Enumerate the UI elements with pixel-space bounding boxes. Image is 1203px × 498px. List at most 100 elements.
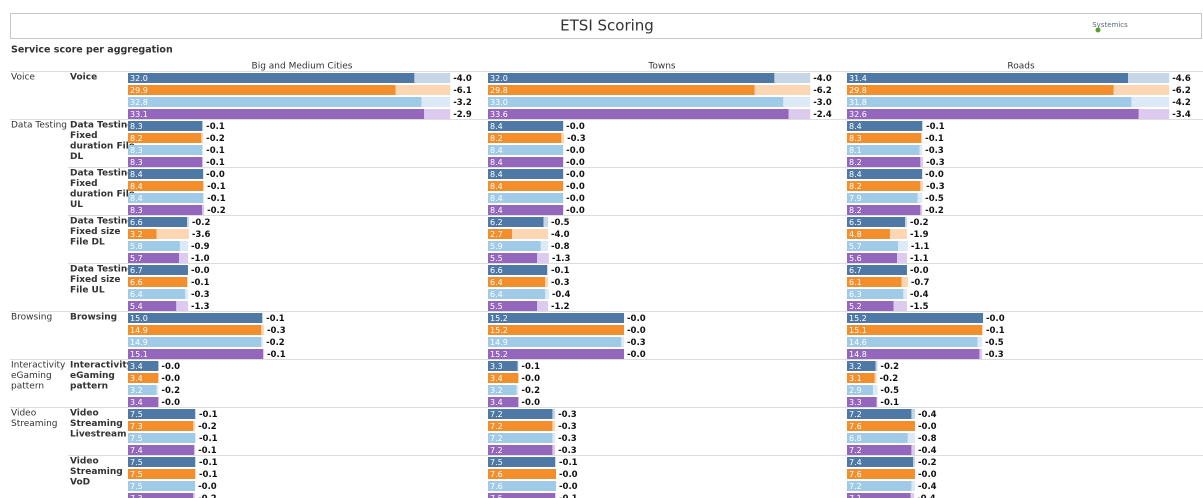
group-label: Data Testing [11, 121, 67, 131]
score-label: 8.4 [490, 158, 503, 167]
score-label: 3.3 [490, 362, 503, 371]
score-label: 6.4 [490, 278, 503, 287]
score-label: 15.0 [130, 314, 148, 323]
delta-bar [540, 241, 548, 251]
score-label: 7.5 [130, 410, 143, 419]
score-label: 4.8 [849, 230, 862, 239]
delta-bar [195, 457, 197, 467]
delta-label: -1.3 [552, 254, 571, 264]
row-label: Interactivity [70, 361, 133, 371]
delta-label: -0.1 [880, 398, 899, 408]
score-label: 3.2 [130, 386, 143, 395]
delta-label: -0.1 [198, 446, 217, 456]
score-label: 7.6 [849, 470, 862, 479]
score-label: 32.8 [130, 98, 148, 107]
score-label: 8.4 [130, 170, 143, 179]
column-header: Roads [1007, 62, 1035, 72]
delta-label: -0.8 [551, 242, 570, 252]
score-label: 31.4 [849, 74, 867, 83]
score-bar [847, 181, 921, 191]
row-label: Fixed size [70, 275, 121, 285]
delta-label: -6.1 [453, 86, 472, 96]
score-bar [128, 121, 203, 131]
delta-label: -6.2 [1172, 86, 1191, 96]
title-box [10, 13, 1202, 39]
score-label: 6.8 [849, 434, 862, 443]
score-bar [488, 373, 519, 383]
delta-label: -0.2 [206, 134, 225, 144]
score-label: 8.2 [849, 158, 862, 167]
score-label: 15.2 [490, 350, 508, 359]
score-bar [128, 133, 202, 143]
score-bar [488, 157, 564, 167]
delta-label: -0.4 [910, 290, 929, 300]
score-label: 7.9 [849, 194, 862, 203]
score-label: 8.4 [490, 206, 503, 215]
score-bar [488, 205, 564, 215]
row-label: Data Testing - [70, 121, 141, 131]
delta-bar [201, 133, 204, 143]
delta-label: -0.2 [918, 458, 937, 468]
score-label: 8.4 [130, 182, 143, 191]
score-bar [488, 313, 625, 323]
delta-label: -1.5 [910, 302, 929, 312]
score-bar [128, 181, 204, 191]
delta-bar [193, 421, 196, 431]
delta-bar [903, 289, 907, 299]
row-label: Streaming [70, 467, 123, 477]
delta-label: -1.0 [191, 254, 210, 264]
score-label: 7.2 [490, 410, 503, 419]
score-bar [488, 481, 557, 491]
delta-label: -0.0 [191, 266, 210, 276]
score-label: 8.2 [490, 134, 503, 143]
delta-bar [424, 109, 451, 119]
delta-label: -0.3 [925, 146, 944, 156]
delta-label: -0.3 [558, 434, 577, 444]
score-bar [128, 469, 196, 479]
delta-bar [193, 493, 196, 498]
delta-bar [911, 409, 916, 419]
delta-label: -0.1 [559, 494, 578, 498]
score-label: 8.4 [490, 146, 503, 155]
score-label: 3.4 [490, 374, 503, 383]
delta-bar [911, 445, 916, 455]
delta-label: -0.1 [191, 278, 210, 288]
score-label: 7.2 [849, 482, 862, 491]
delta-label: -0.2 [161, 386, 180, 396]
score-label: 14.9 [130, 338, 148, 347]
score-label: 7.5 [130, 482, 143, 491]
score-bar [488, 301, 538, 311]
score-bar [128, 289, 186, 299]
score-label: 32.0 [490, 74, 508, 83]
score-bar [488, 97, 784, 107]
delta-bar [194, 445, 196, 455]
delta-bar [977, 337, 983, 347]
group-label: pattern [11, 382, 44, 392]
delta-bar [552, 433, 556, 443]
score-bar [488, 253, 538, 263]
score-label: 3.4 [130, 374, 143, 383]
score-bar [128, 109, 425, 119]
score-label: 6.2 [490, 218, 503, 227]
score-bar [847, 97, 1132, 107]
delta-label: -3.6 [192, 230, 211, 240]
score-label: 7.2 [849, 446, 862, 455]
score-bar [128, 457, 196, 467]
delta-bar [202, 145, 204, 155]
delta-label: -0.1 [206, 122, 225, 132]
delta-bar [543, 217, 548, 227]
delta-bar [512, 229, 548, 239]
delta-label: -1.2 [551, 302, 570, 312]
delta-label: -0.1 [551, 266, 570, 276]
delta-bar [202, 205, 205, 215]
score-bar [128, 193, 204, 203]
delta-label: -0.4 [918, 482, 937, 492]
score-label: 8.2 [849, 206, 862, 215]
delta-label: -0.2 [880, 374, 899, 384]
score-label: 3.3 [849, 398, 862, 407]
delta-label: -0.0 [986, 314, 1005, 324]
score-label: 5.7 [130, 254, 143, 263]
score-label: 5.9 [490, 242, 503, 251]
delta-label: -0.2 [521, 386, 540, 396]
score-label: 32.0 [130, 74, 148, 83]
